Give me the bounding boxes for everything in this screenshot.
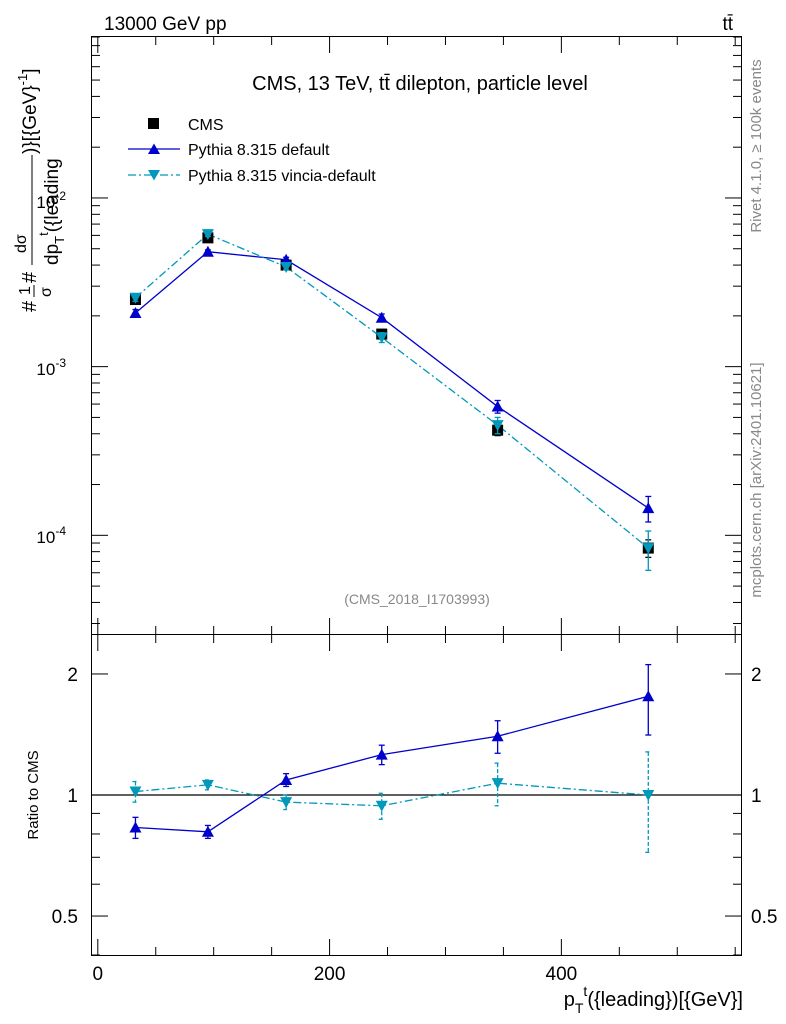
ratio-point-default (280, 773, 293, 785)
y-tick-label-1e-4: 10-4 (36, 524, 66, 547)
legend: CMS Pythia 8.315 default Pythia 8.315 vi… (128, 117, 376, 185)
ratio-point-vincia (491, 778, 504, 790)
ratio-point-default (491, 730, 504, 742)
main-point-default (642, 502, 655, 514)
main-point-vincia (375, 332, 388, 344)
ratio-plot-frame (91, 634, 742, 956)
y-tick-label-1e-2: 10-2 (36, 189, 66, 212)
legend-cms-label: CMS (188, 117, 224, 134)
ratio-point-default (129, 821, 142, 833)
y-tick-label-1e-3: 10-3 (36, 356, 66, 379)
rivet-version-label: Rivet 4.1.0, ≥ 100k events (748, 59, 765, 232)
svg-text:#: # (19, 300, 41, 312)
main-point-default (201, 245, 214, 257)
ratio-point-default (201, 825, 214, 837)
legend-vincia-marker (148, 170, 160, 181)
ratio-y-tick-label-right: 1 (751, 786, 762, 807)
ratio-y-tick-labels: 0.5 0.5 1 1 2 2 (52, 665, 778, 928)
legend-vincia-label: Pythia 8.315 vincia-default (188, 168, 376, 185)
ratio-errbar-group-vincia (132, 780, 139, 803)
main-point-vincia (280, 261, 293, 273)
chart-title: CMS, 13 TeV, tt̄ dilepton, particle leve… (252, 73, 588, 95)
x-axis-label: pTt({leading})[{GeV}] (564, 983, 743, 1016)
ratio-series-line-default (135, 695, 649, 833)
header-energy-label: 13000 GeV pp (104, 14, 227, 35)
main-y-axis-label: # 1 σ # dσ dpTt({leading )}[{GeV}-1] (13, 68, 67, 312)
ratio-axis-ticks (92, 635, 741, 956)
y-axis-label-denominator: dpTt({leading (36, 158, 67, 265)
legend-default-marker (148, 143, 160, 154)
main-point-vincia (642, 543, 655, 555)
svg-text:dσ: dσ (13, 234, 30, 253)
main-point-vincia (201, 229, 214, 241)
ratio-y-tick-label-right: 2 (751, 665, 762, 686)
ratio-point-vincia (129, 786, 142, 798)
main-plot-data (129, 229, 655, 571)
ratio-y-tick-label: 2 (67, 665, 78, 686)
header-process-label: tt̄ (722, 14, 733, 35)
ratio-point-vincia (642, 790, 655, 801)
analysis-watermark: (CMS_2018_I1703993) (344, 591, 490, 607)
ratio-y-tick-label: 0.5 (52, 907, 78, 928)
ratio-y-tick-label: 1 (67, 786, 78, 807)
mcplots-reference-label: mcplots.cern.ch [arXiv:2401.10621] (748, 362, 765, 597)
ratio-point-vincia (375, 800, 388, 812)
ratio-errbar-group-vincia (645, 751, 652, 854)
x-tick-labels: 0 200 400 (93, 964, 578, 985)
main-series-line-default (135, 251, 649, 509)
svg-text:1: 1 (17, 286, 34, 295)
x-tick-label: 0 (93, 964, 104, 985)
ratio-plot-data (129, 663, 655, 854)
ratio-point-vincia (201, 779, 214, 791)
main-axis-ticks (92, 36, 741, 634)
svg-text:#: # (19, 271, 41, 283)
main-point-default (129, 306, 142, 318)
ratio-point-default (642, 690, 655, 702)
main-point-vincia (491, 420, 504, 432)
legend-default-label: Pythia 8.315 default (188, 142, 330, 159)
ratio-point-vincia (280, 797, 293, 809)
y-axis-label-tail: )}[{GeV}-1] (15, 68, 41, 154)
legend-cms-marker (148, 118, 159, 129)
main-point-vincia (129, 292, 142, 304)
ratio-series-line-vincia (135, 782, 649, 807)
ratio-y-tick-label-right: 0.5 (751, 907, 777, 928)
x-tick-label: 400 (546, 964, 578, 985)
ratio-y-axis-label: Ratio to CMS (25, 750, 42, 839)
x-tick-label: 200 (314, 964, 346, 985)
main-point-default (375, 311, 388, 323)
main-y-tick-labels: 10-2 10-3 10-4 (36, 189, 66, 547)
main-point-default (491, 400, 504, 412)
ratio-point-default (375, 748, 388, 760)
svg-text:σ: σ (38, 287, 55, 297)
main-series-line-vincia (135, 233, 649, 549)
